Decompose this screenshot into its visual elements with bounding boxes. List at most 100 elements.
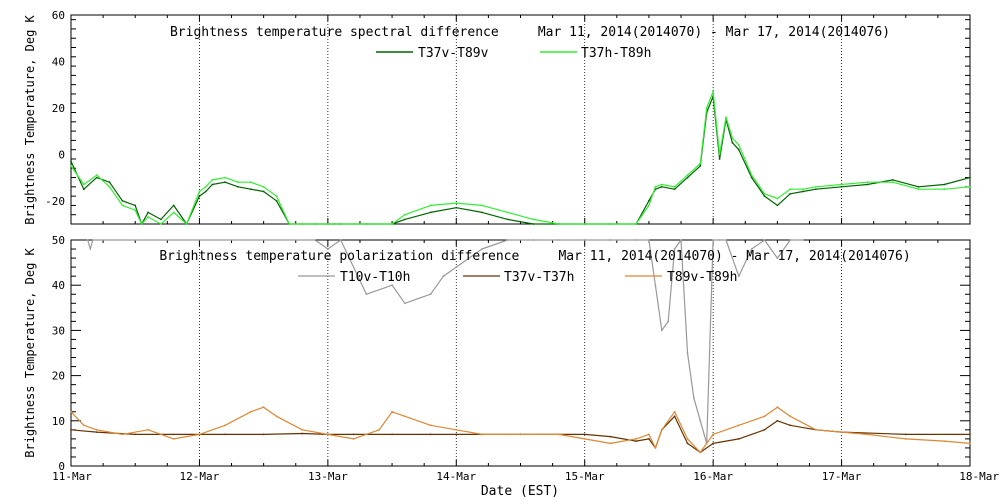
top-series-point — [892, 179, 894, 181]
bottom-series-point — [429, 293, 432, 296]
bottom-legend-label-0: T10v-T10h — [340, 270, 410, 285]
bottom-series-point — [481, 433, 483, 436]
bottom-series-point — [506, 239, 509, 241]
bottom-series-point — [667, 320, 670, 323]
bottom-series-point — [70, 410, 72, 413]
bottom-series-point — [532, 239, 535, 241]
bottom-series-point — [763, 428, 766, 431]
top-y-tick-label: -20 — [45, 195, 65, 208]
top-series-point — [660, 185, 663, 188]
bottom-series-point — [301, 432, 304, 435]
top-series-point — [705, 107, 708, 109]
bottom-series-point — [91, 239, 94, 241]
top-series-point — [262, 190, 265, 193]
top-series-point — [140, 223, 143, 225]
top-series-point — [211, 183, 214, 186]
bottom-series-point — [95, 428, 98, 431]
top-series-point — [789, 192, 792, 195]
top-series-point — [802, 190, 804, 193]
bottom-series-point — [648, 433, 650, 436]
bottom-series-point — [609, 442, 612, 445]
x-tick-label: 14-Mar — [436, 470, 476, 483]
bottom-series-point — [776, 257, 779, 259]
top-series-point — [365, 223, 368, 225]
top-series-point — [481, 204, 483, 207]
top-series-point — [815, 185, 817, 188]
bottom-series-point — [904, 433, 907, 436]
top-series-point — [211, 179, 214, 181]
bottom-series-point — [712, 442, 714, 445]
top-legend-label-0: T37v-T89v — [418, 46, 489, 61]
bottom-series-point — [763, 415, 766, 418]
bottom-series-line-0 — [87, 239, 803, 444]
top-series-point — [763, 195, 766, 198]
bottom-series-point — [147, 428, 150, 431]
bottom-series-point — [660, 329, 663, 332]
top-series-point — [609, 223, 612, 225]
top-series-point — [82, 183, 85, 186]
bottom-series-point — [686, 442, 689, 445]
bottom-series-point — [680, 239, 682, 241]
bottom-y-tick-label: 20 — [52, 370, 65, 383]
x-tick-label: 11-Mar — [52, 470, 92, 483]
bottom-series-point — [429, 433, 432, 436]
top-series-point — [712, 90, 714, 93]
top-series-point — [429, 211, 432, 214]
bottom-series-point — [635, 239, 637, 241]
top-panel-frame — [70, 14, 971, 225]
bottom-series-point — [86, 239, 89, 241]
top-series-point — [429, 204, 432, 207]
top-series-point — [108, 185, 111, 188]
top-series-point — [737, 148, 740, 151]
top-series-point — [121, 204, 124, 207]
bottom-series-line-1 — [70, 415, 970, 453]
bottom-y-tick-label: 0 — [58, 460, 65, 473]
bottom-series-point — [648, 239, 650, 241]
top-series-point — [121, 199, 124, 202]
bottom-series-point — [583, 239, 586, 241]
top-series-point — [275, 195, 278, 198]
top-series-point — [532, 223, 535, 225]
top-series-point — [262, 185, 265, 188]
bottom-series-point — [249, 410, 252, 413]
top-panel-grid — [70, 15, 971, 224]
top-series-point — [776, 197, 779, 200]
bottom-series-point — [737, 275, 740, 278]
bottom-series-point — [583, 438, 586, 440]
top-series-point — [750, 174, 753, 177]
bottom-series-point — [866, 433, 869, 436]
bottom-panel-legend: T10v-T10h T37v-T37h T89v-T89h — [298, 270, 737, 285]
top-series-point — [731, 137, 734, 140]
top-series-point — [275, 199, 278, 202]
top-series-point — [969, 185, 971, 188]
top-series-line-0 — [70, 95, 971, 225]
bottom-series-point — [635, 438, 637, 440]
top-series-point — [892, 181, 894, 184]
top-series-point — [866, 183, 869, 186]
top-series-point — [481, 211, 483, 214]
bottom-series-point — [712, 433, 714, 436]
bottom-series-point — [391, 433, 393, 436]
bottom-series-point — [904, 438, 907, 440]
top-series-point — [185, 223, 188, 225]
top-series-point — [673, 185, 676, 188]
bottom-series-point — [718, 239, 721, 241]
top-series-line-1 — [70, 90, 971, 225]
bottom-series-point — [391, 410, 393, 413]
bottom-series-point — [95, 431, 98, 433]
x-tick-label: 17-Mar — [822, 470, 862, 483]
bottom-series-point — [134, 433, 137, 436]
bottom-series-point — [635, 440, 637, 442]
top-series-point — [314, 223, 316, 225]
top-series-point — [198, 190, 201, 193]
bottom-series-point — [532, 433, 535, 436]
bottom-series-point — [789, 239, 792, 241]
bottom-y-tick-label: 40 — [52, 279, 65, 292]
bottom-series-point — [172, 433, 175, 436]
top-series-point — [532, 218, 535, 221]
top-series-point — [635, 223, 637, 225]
top-series-point — [147, 211, 150, 214]
bottom-series-point — [789, 424, 792, 427]
bottom-series-point — [352, 433, 355, 436]
